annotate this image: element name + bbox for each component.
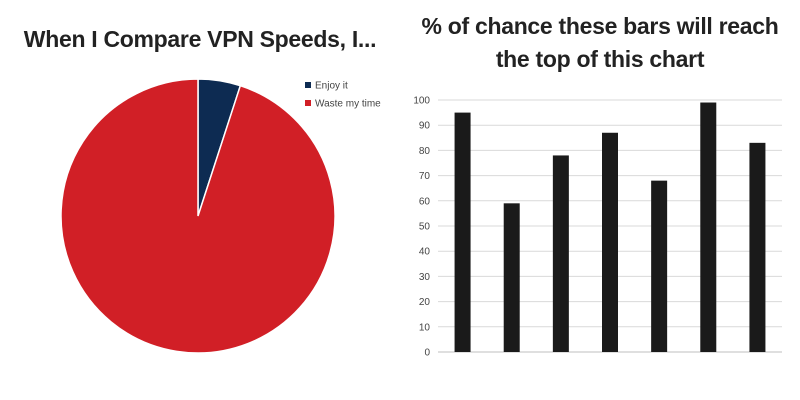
- pie-slice-waste-my-time: [60, 78, 336, 354]
- y-tick-label: 20: [419, 297, 431, 308]
- y-tick-label: 10: [419, 322, 431, 333]
- pie-chart: [60, 78, 336, 354]
- bar-6: [700, 102, 717, 353]
- bar-1: [454, 112, 471, 352]
- legend-label: Waste my time: [315, 99, 381, 110]
- y-tick-label: 60: [419, 196, 431, 207]
- bar-7: [749, 142, 766, 352]
- bar-series: [454, 102, 766, 353]
- y-tick-label: 40: [419, 247, 431, 258]
- bar-chart: 0 10 20 30 40 50 60 70 80 90 100: [413, 96, 782, 359]
- pie-legend: Enjoy it Waste my time: [305, 81, 381, 110]
- legend-swatch: [305, 100, 311, 106]
- bar-5: [651, 180, 668, 352]
- pie-chart-title: When I Compare VPN Speeds, I...: [23, 26, 377, 52]
- y-tick-label: 70: [419, 171, 431, 182]
- bar-chart-title: % of chance these bars will reach the to…: [421, 13, 779, 72]
- bar-3: [552, 155, 569, 352]
- y-tick-label: 100: [413, 96, 430, 107]
- y-tick-label: 30: [419, 272, 431, 283]
- bar-4: [602, 132, 618, 352]
- y-tick-label: 90: [419, 121, 431, 132]
- legend-label: Enjoy it: [315, 81, 348, 92]
- legend-swatch: [305, 82, 311, 88]
- y-tick-label: 50: [419, 222, 431, 233]
- y-tick-label: 0: [424, 348, 430, 359]
- bar-2: [503, 203, 520, 352]
- y-tick-label: 80: [419, 146, 431, 157]
- bar-y-axis: 0 10 20 30 40 50 60 70 80 90 100: [413, 96, 430, 359]
